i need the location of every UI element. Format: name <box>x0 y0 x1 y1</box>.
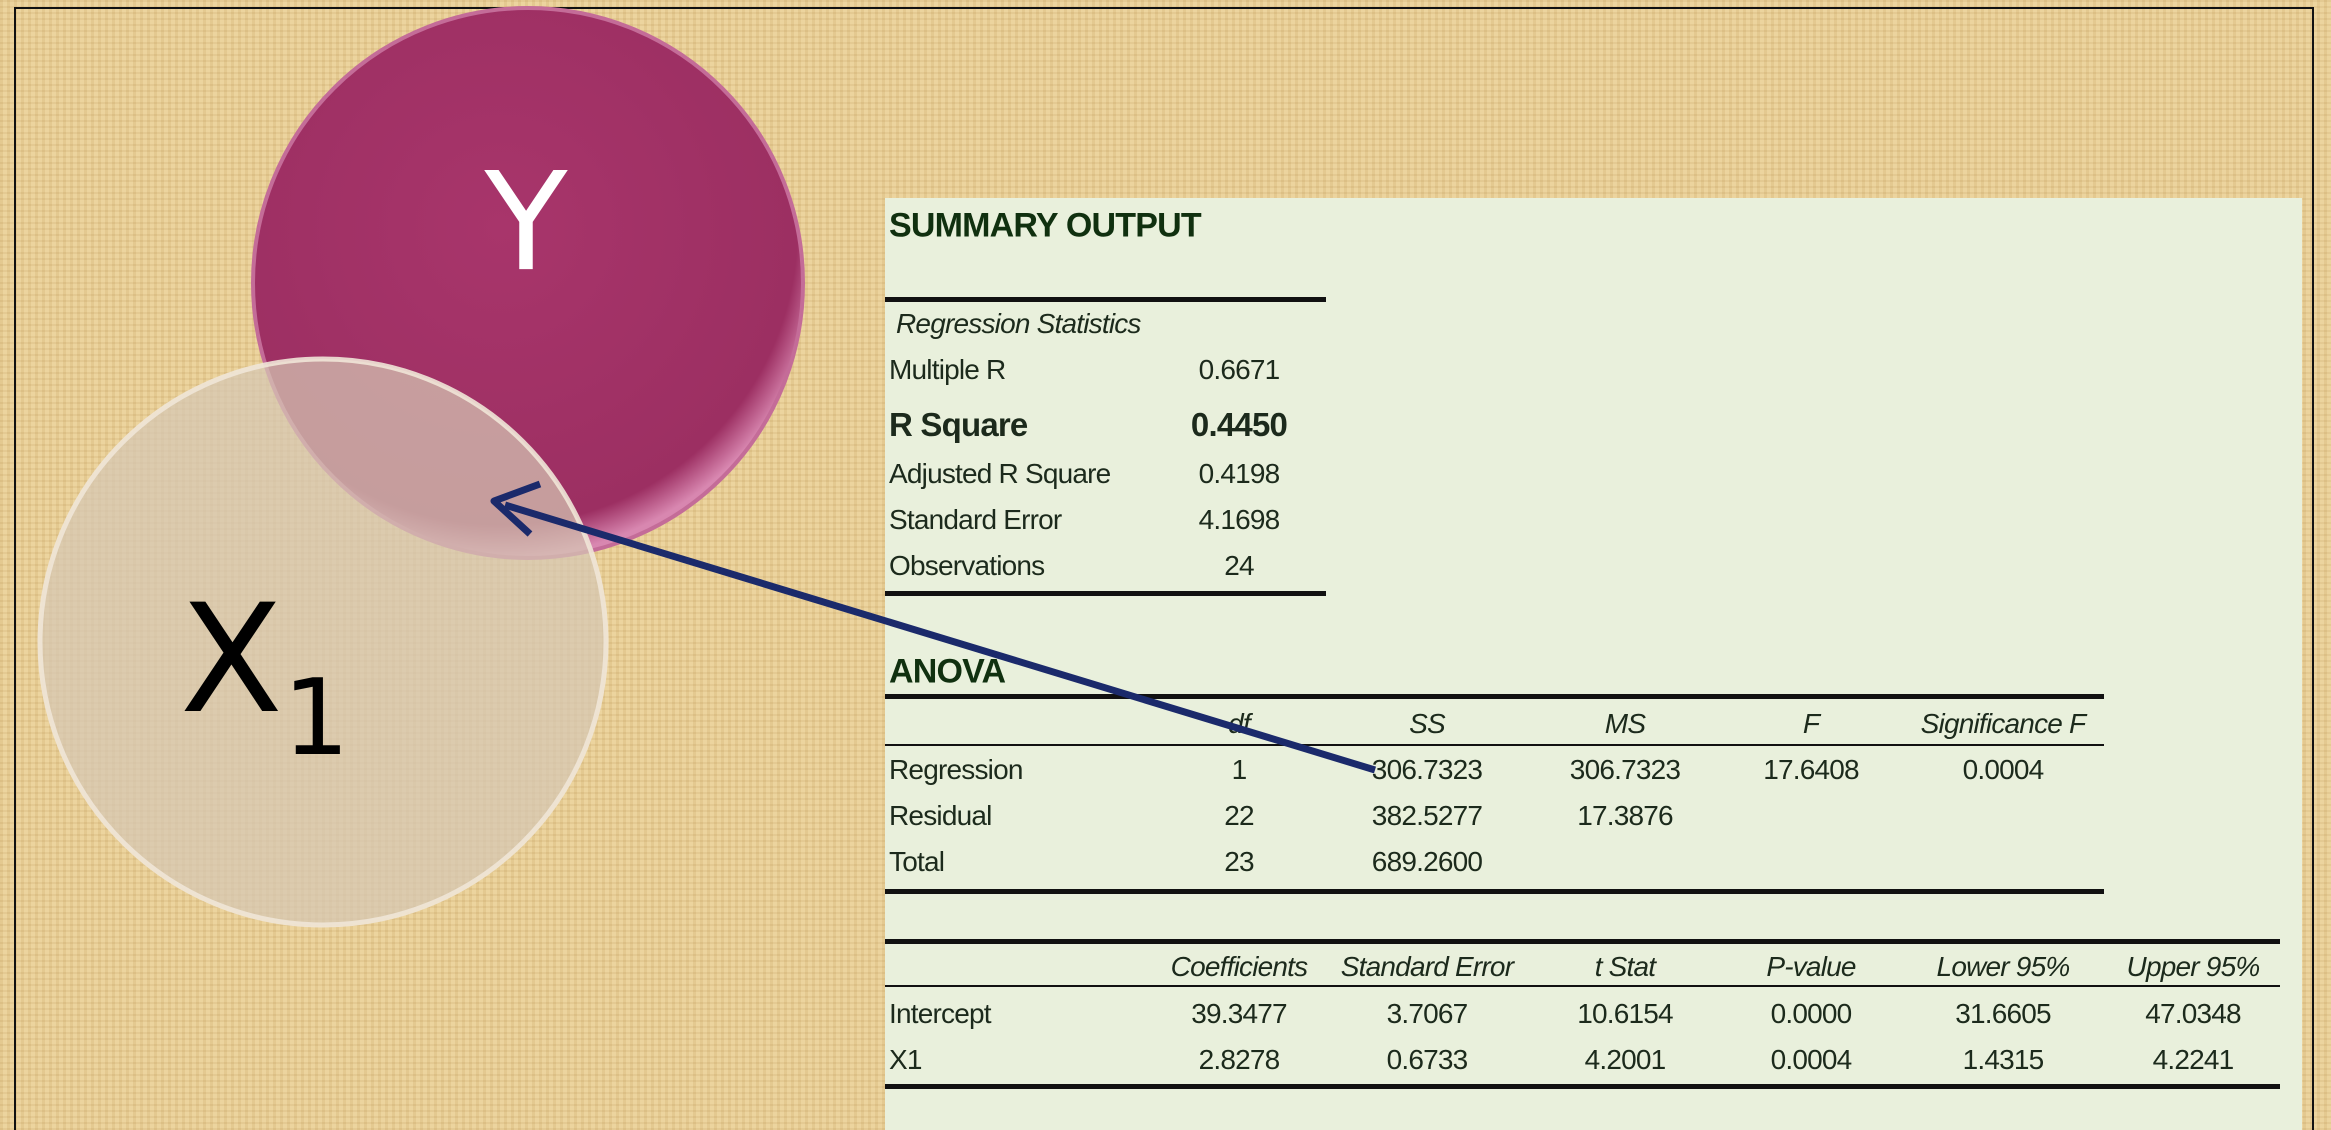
stat-label: Multiple R <box>889 354 1005 386</box>
anova-title: ANOVA <box>889 653 1005 692</box>
rule <box>885 591 1326 596</box>
row-label: X1 <box>889 1044 922 1076</box>
stats-header: Regression Statistics <box>896 308 1141 340</box>
stat-value: 0.4198 <box>1199 458 1280 490</box>
cell: 0.6733 <box>1387 1044 1468 1076</box>
cell: 306.7323 <box>1372 754 1482 786</box>
rule <box>885 889 2104 894</box>
rule <box>885 1084 2280 1089</box>
stat-value: 0.6671 <box>1199 354 1280 386</box>
cell: 689.2600 <box>1372 846 1482 878</box>
stat-value: 0.4450 <box>1191 406 1287 444</box>
row-label: Total <box>889 846 944 878</box>
stat-value: 24 <box>1224 550 1254 582</box>
summary-title: SUMMARY OUTPUT <box>889 207 1201 246</box>
cell: 0.0000 <box>1771 998 1852 1030</box>
column-header: Coefficients <box>1171 951 1308 983</box>
cell: 306.7323 <box>1570 754 1680 786</box>
stat-label: Standard Error <box>889 504 1061 536</box>
cell: 31.6605 <box>1955 998 2051 1030</box>
rule <box>885 694 2104 699</box>
column-header: Lower 95% <box>1937 951 2070 983</box>
cell: 2.8278 <box>1199 1044 1280 1076</box>
row-label: Residual <box>889 800 992 832</box>
stat-label: Observations <box>889 550 1044 582</box>
cell: 4.2241 <box>2153 1044 2234 1076</box>
cell: 22 <box>1224 800 1254 832</box>
column-header: SS <box>1409 708 1445 740</box>
row-label: Regression <box>889 754 1023 786</box>
cell: 3.7067 <box>1387 998 1468 1030</box>
rule <box>885 985 2280 987</box>
column-header: t Stat <box>1595 951 1656 983</box>
stat-label: R Square <box>889 406 1027 444</box>
cell: 382.5277 <box>1372 800 1482 832</box>
rule <box>885 939 2280 944</box>
stat-label: Adjusted R Square <box>889 458 1110 490</box>
cell: 17.6408 <box>1763 754 1859 786</box>
cell: 0.0004 <box>1771 1044 1852 1076</box>
cell: 17.3876 <box>1577 800 1673 832</box>
cell: 39.3477 <box>1191 998 1287 1030</box>
rule <box>885 297 1326 302</box>
column-header: Standard Error <box>1341 951 1513 983</box>
stat-value: 4.1698 <box>1199 504 1280 536</box>
slide: Y X1 SUMMARY OUTPUTRegression Statistics… <box>0 0 2331 1130</box>
cell: 0.0004 <box>1963 754 2044 786</box>
rule <box>885 744 2104 746</box>
row-label: Intercept <box>889 998 991 1030</box>
column-header: df <box>1228 708 1250 740</box>
column-header: P-value <box>1766 951 1855 983</box>
column-header: Upper 95% <box>2127 951 2260 983</box>
cell: 4.2001 <box>1585 1044 1666 1076</box>
cell: 23 <box>1224 846 1254 878</box>
column-header: MS <box>1605 708 1645 740</box>
column-header: F <box>1803 708 1819 740</box>
column-header: Significance F <box>1921 708 2086 740</box>
cell: 1 <box>1232 754 1247 786</box>
cell: 10.6154 <box>1577 998 1673 1030</box>
cell: 1.4315 <box>1963 1044 2044 1076</box>
cell: 47.0348 <box>2145 998 2241 1030</box>
